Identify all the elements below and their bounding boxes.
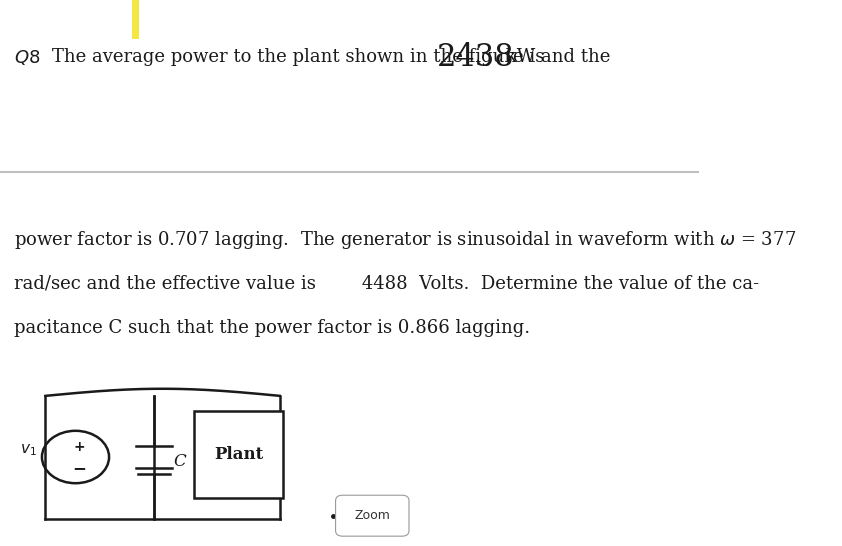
Text: The average power to the plant shown in the figure is: The average power to the plant shown in … bbox=[52, 49, 551, 66]
FancyBboxPatch shape bbox=[336, 495, 409, 536]
Text: 2438: 2438 bbox=[437, 42, 514, 73]
Text: kW and the: kW and the bbox=[500, 49, 610, 66]
Text: pacitance C such that the power factor is 0.866 lagging.: pacitance C such that the power factor i… bbox=[14, 319, 530, 336]
Text: $v_1$: $v_1$ bbox=[19, 443, 36, 458]
Text: rad/sec and the effective value is        4488  Volts.  Determine the value of t: rad/sec and the effective value is 4488 … bbox=[14, 275, 759, 293]
Text: Plant: Plant bbox=[214, 446, 264, 463]
Text: $\it{Q8}$: $\it{Q8}$ bbox=[14, 48, 40, 67]
Bar bbox=[195, 411, 283, 498]
Text: power factor is 0.707 lagging.  The generator is sinusoidal in waveform with $\o: power factor is 0.707 lagging. The gener… bbox=[14, 229, 797, 251]
Text: +: + bbox=[73, 440, 85, 454]
Text: Zoom: Zoom bbox=[354, 509, 390, 522]
Text: C: C bbox=[173, 453, 186, 470]
Text: −: − bbox=[72, 459, 86, 477]
